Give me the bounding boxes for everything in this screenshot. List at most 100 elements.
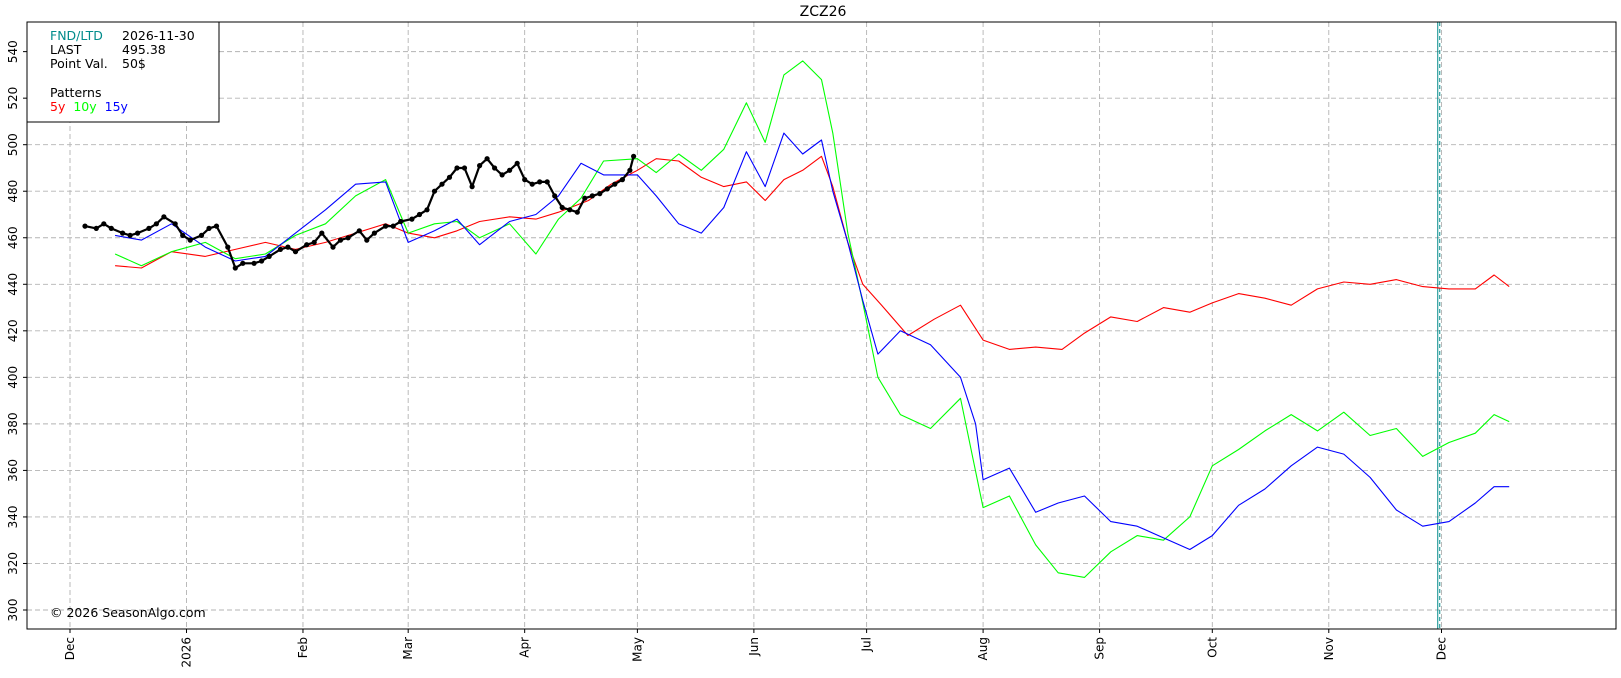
- data-point-zcz26: [582, 195, 588, 201]
- data-point-zcz26: [187, 237, 193, 243]
- patterns-legend: 5y 10y 15y: [50, 99, 129, 114]
- data-point-zcz26: [120, 230, 126, 236]
- data-point-zcz26: [180, 232, 186, 238]
- data-point-zcz26: [492, 165, 498, 171]
- data-point-zcz26: [206, 225, 212, 231]
- data-point-zcz26: [477, 163, 483, 169]
- data-point-zcz26: [345, 235, 351, 241]
- data-point-zcz26: [146, 225, 152, 231]
- x-tick-label: Sep: [1093, 637, 1107, 660]
- x-tick-label: Oct: [1205, 637, 1219, 658]
- data-point-zcz26: [371, 230, 377, 236]
- chart-title: ZCZ26: [800, 4, 847, 20]
- y-tick-label: 300: [6, 599, 20, 622]
- info-box: FND/LTD 2026-11-30 LAST 495.38 Point Val…: [26, 21, 220, 123]
- last-value: 495.38: [122, 42, 166, 57]
- last-label: LAST: [50, 42, 82, 57]
- copyright-notice: © 2026 SeasonAlgo.com: [50, 605, 206, 620]
- data-point-zcz26: [277, 246, 283, 252]
- data-point-zcz26: [398, 218, 404, 225]
- y-tick-label: 400: [6, 366, 20, 389]
- fnd-ltd-label: FND/LTD: [50, 28, 103, 43]
- data-point-zcz26: [424, 207, 430, 213]
- y-tick-label: 520: [6, 87, 20, 110]
- data-point-zcz26: [390, 223, 396, 229]
- data-point-zcz26: [364, 237, 370, 243]
- series-5y: [115, 155, 1510, 350]
- data-point-zcz26: [101, 221, 107, 227]
- data-point-zcz26: [108, 225, 114, 231]
- fnd-ltd-value: 2026-11-30: [122, 28, 195, 43]
- data-point-zcz26: [529, 181, 535, 187]
- series-10y: [114, 60, 1510, 578]
- plot-area-frame: [26, 21, 1617, 630]
- x-tick-label: Jun: [747, 637, 761, 657]
- data-point-zcz26: [631, 153, 637, 159]
- data-point-zcz26: [337, 237, 344, 243]
- data-point-zcz26: [311, 239, 317, 245]
- y-tick-label: 480: [6, 180, 20, 203]
- legend-15y: 15y: [105, 99, 129, 114]
- data-point-zcz26: [251, 260, 257, 266]
- series-layer: [82, 60, 1510, 578]
- y-tick-label: 380: [6, 412, 20, 435]
- data-point-zcz26: [127, 232, 133, 238]
- series-line-15y: [115, 132, 1510, 551]
- y-tick-label: 500: [6, 133, 20, 156]
- x-tick-label: Mar: [401, 637, 415, 660]
- legend-10y: 10y: [73, 99, 97, 114]
- y-tick-label: 320: [6, 552, 20, 575]
- x-tick-label: Apr: [518, 637, 532, 658]
- data-point-zcz26: [507, 167, 513, 173]
- point-value-label: Point Val.: [50, 56, 108, 71]
- data-point-zcz26: [619, 177, 626, 183]
- data-point-zcz26: [439, 181, 445, 187]
- y-tick-label: 460: [6, 226, 20, 249]
- data-point-zcz26: [266, 253, 272, 259]
- x-tick-label: Feb: [296, 637, 310, 658]
- data-point-zcz26: [292, 249, 299, 255]
- y-tick-label: 420: [6, 319, 20, 342]
- data-point-zcz26: [213, 223, 220, 229]
- data-point-zcz26: [153, 221, 159, 227]
- y-tick-label: 340: [6, 505, 20, 528]
- data-point-zcz26: [172, 221, 178, 227]
- x-tick-label: Dec: [1435, 637, 1449, 660]
- data-point-zcz26: [604, 186, 610, 192]
- data-point-zcz26: [240, 260, 246, 266]
- data-point-zcz26: [446, 174, 453, 180]
- y-tick-label: 540: [6, 40, 20, 63]
- data-point-zcz26: [514, 160, 520, 166]
- x-tick-label: 2026: [179, 637, 193, 668]
- x-tick-label: Dec: [63, 637, 77, 660]
- data-point-zcz26: [552, 193, 558, 199]
- data-point-zcz26: [431, 188, 438, 194]
- fnd-ltd-marker: [1437, 22, 1441, 629]
- data-point-zcz26: [461, 165, 468, 171]
- series-zcz26: [82, 153, 637, 271]
- data-point-zcz26: [356, 228, 362, 234]
- data-point-zcz26: [574, 209, 580, 215]
- series-line-10y: [114, 60, 1510, 578]
- data-point-zcz26: [469, 184, 475, 190]
- data-point-zcz26: [161, 214, 167, 220]
- data-point-zcz26: [612, 181, 618, 187]
- legend-5y: 5y: [50, 99, 66, 114]
- patterns-label: Patterns: [50, 85, 101, 100]
- data-point-zcz26: [522, 177, 528, 183]
- series-line-zcz26: [84, 156, 635, 270]
- point-value: 50$: [122, 56, 146, 71]
- data-point-zcz26: [319, 230, 325, 236]
- data-point-zcz26: [454, 165, 460, 171]
- data-point-zcz26: [567, 207, 573, 213]
- data-point-zcz26: [93, 225, 99, 231]
- data-point-zcz26: [484, 156, 490, 162]
- data-point-zcz26: [559, 204, 565, 211]
- data-point-zcz26: [82, 223, 88, 229]
- x-tick-label: May: [630, 637, 644, 662]
- data-point-zcz26: [416, 211, 423, 218]
- x-tick-label: Nov: [1322, 637, 1336, 660]
- data-point-zcz26: [597, 191, 603, 197]
- data-point-zcz26: [285, 244, 291, 250]
